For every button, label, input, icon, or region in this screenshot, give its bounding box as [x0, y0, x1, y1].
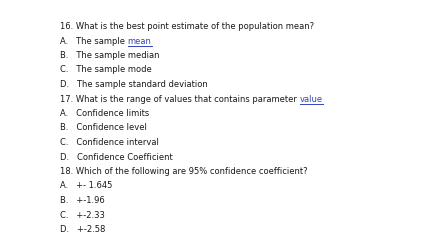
Text: value: value [299, 94, 322, 104]
Text: A.   +- 1.645: A. +- 1.645 [60, 182, 112, 190]
Text: 16. What is the best point estimate of the population mean?: 16. What is the best point estimate of t… [60, 22, 313, 31]
Text: D.   Confidence Coefficient: D. Confidence Coefficient [60, 152, 172, 161]
Text: C.   The sample mode: C. The sample mode [60, 66, 151, 75]
Text: C.   +-2.33: C. +-2.33 [60, 211, 104, 219]
Text: mean: mean [127, 37, 151, 45]
Text: B.   The sample median: B. The sample median [60, 51, 159, 60]
Text: B.   Confidence level: B. Confidence level [60, 123, 147, 133]
Text: C.   Confidence interval: C. Confidence interval [60, 138, 159, 147]
Text: A.   Confidence limits: A. Confidence limits [60, 109, 149, 118]
Text: D.   +-2.58: D. +-2.58 [60, 225, 105, 234]
Text: B.   +-1.96: B. +-1.96 [60, 196, 104, 205]
Text: 18. Which of the following are 95% confidence coefficient?: 18. Which of the following are 95% confi… [60, 167, 307, 176]
Text: A.   The sample: A. The sample [60, 37, 127, 45]
Text: 17. What is the range of values that contains parameter: 17. What is the range of values that con… [60, 94, 299, 104]
Text: D.   The sample standard deviation: D. The sample standard deviation [60, 80, 207, 89]
